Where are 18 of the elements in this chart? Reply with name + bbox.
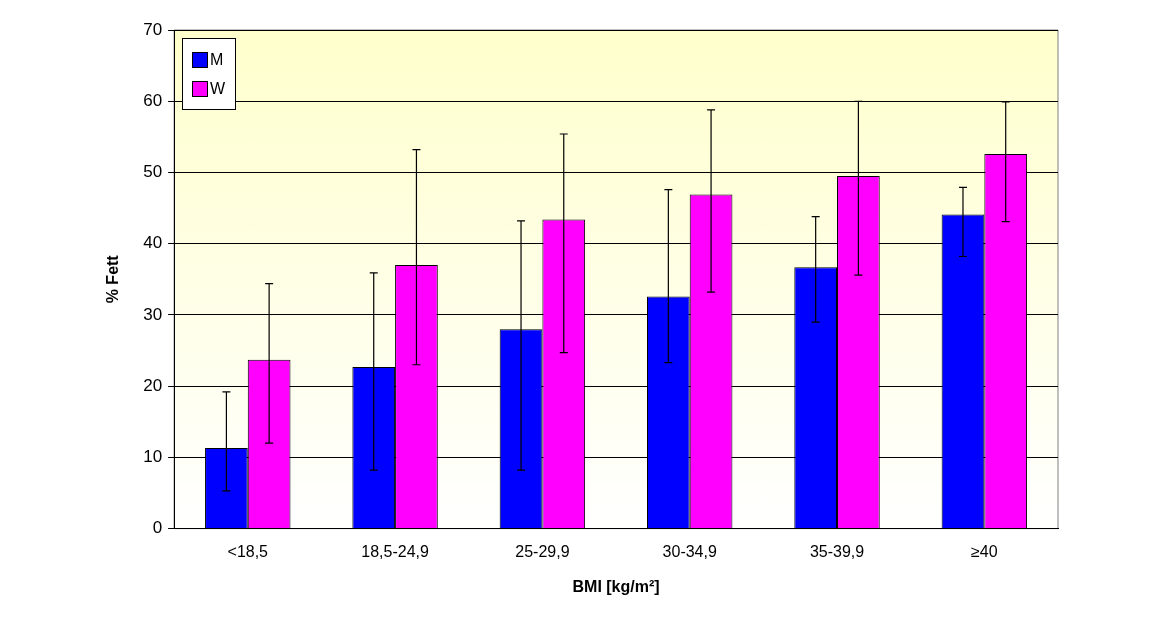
y-tick-label: 40 (143, 233, 163, 253)
x-tick-label: 30-34,9 (662, 542, 717, 560)
y-tick-label: 70 (143, 19, 163, 39)
y-tick-label: 20 (143, 375, 163, 395)
y-tick-label: 0 (152, 518, 163, 538)
legend-label: M (210, 50, 224, 69)
x-tick-label: ≥40 (971, 542, 998, 560)
legend-label: W (210, 79, 226, 98)
y-tick-label: 30 (143, 304, 163, 324)
y-tick-label: 60 (143, 90, 163, 110)
y-tick-label: 10 (143, 447, 163, 467)
x-tick-label: <18,5 (227, 542, 269, 560)
x-tick-label: 25-29,9 (515, 542, 570, 560)
y-tick-label: 50 (143, 162, 163, 182)
x-tick-label: 35-39,9 (809, 542, 865, 560)
x-axis-title: BMI [kg/m²] (572, 577, 660, 595)
x-tick-label: 18,5-24,9 (361, 542, 429, 560)
y-axis-title: % Fett (104, 254, 122, 304)
